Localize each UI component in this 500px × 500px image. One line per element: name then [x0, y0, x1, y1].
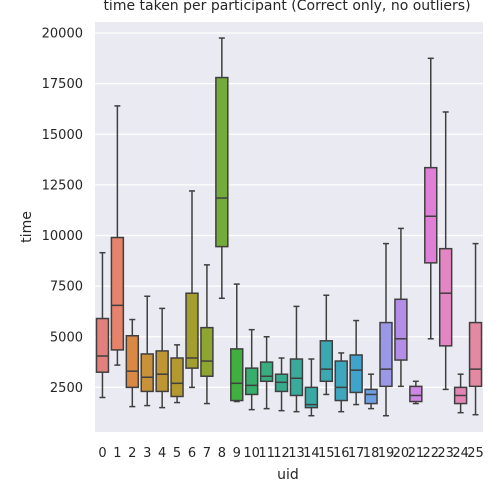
iqr-box: [394, 298, 408, 361]
iqr-box: [215, 76, 229, 248]
x-tick-label: 16: [333, 446, 350, 461]
box-uid-15: [319, 294, 334, 396]
iqr-box: [125, 334, 140, 389]
iqr-box: [379, 321, 393, 388]
box-uid-25: [468, 242, 483, 416]
box-uid-18: [364, 373, 378, 410]
x-tick-label: 5: [173, 446, 181, 461]
x-tick-label: 0: [98, 446, 106, 461]
iqr-box: [140, 353, 154, 393]
iqr-box: [259, 361, 274, 383]
box-uid-10: [244, 328, 259, 411]
x-tick-label: 6: [188, 446, 196, 461]
box-uid-3: [140, 295, 154, 407]
iqr-box: [424, 166, 438, 264]
y-tick-label: 10000: [42, 229, 83, 244]
box-uid-20: [394, 227, 408, 388]
x-tick-label: 9: [233, 446, 241, 461]
x-tick-label: 4: [158, 446, 166, 461]
box-uid-11: [259, 336, 274, 410]
x-tick-label: 2: [128, 446, 136, 461]
x-tick-label: 1: [113, 446, 121, 461]
box-uid-7: [200, 264, 214, 405]
iqr-box: [155, 350, 169, 393]
box-uid-24: [453, 373, 468, 414]
box-uid-5: [170, 344, 184, 404]
box-uid-4: [155, 307, 169, 409]
iqr-box: [170, 357, 184, 398]
box-uid-14: [304, 358, 319, 417]
iqr-box: [438, 247, 453, 347]
x-tick-label: 23: [437, 446, 454, 461]
chart-title: time taken per participant (Correct only…: [103, 0, 470, 14]
iqr-box: [409, 385, 423, 403]
x-tick-label: 19: [378, 446, 395, 461]
box-uid-12: [274, 357, 289, 412]
iqr-box: [230, 348, 244, 402]
x-tick-label: 3: [143, 446, 151, 461]
x-tick-label: 15: [318, 446, 335, 461]
box-uid-17: [349, 319, 363, 406]
x-tick-label: 12: [273, 446, 290, 461]
iqr-box: [304, 386, 319, 409]
y-axis-label: time: [19, 211, 35, 243]
x-tick-label: 18: [363, 446, 380, 461]
box-uid-8: [215, 37, 229, 300]
iqr-box: [468, 321, 483, 388]
x-tick-label: 24: [452, 446, 469, 461]
box-uid-2: [125, 318, 140, 408]
box-uid-21: [409, 380, 423, 405]
y-tick-label: 15000: [42, 128, 83, 143]
y-tick-labels: 2500 5000 7500 10000 12500 15000 17500 20000: [42, 27, 83, 396]
x-tick-labels: 0 1 2 3 4 5 6 7 8 9 101112131415161718192021222324…: [98, 446, 483, 461]
x-tick-label: 11: [258, 446, 275, 461]
box-uid-23: [438, 111, 453, 391]
x-tick-label: 21: [408, 446, 425, 461]
box-series: [95, 37, 483, 417]
iqr-box: [334, 360, 348, 402]
iqr-box: [349, 354, 363, 394]
y-tick-label: 17500: [42, 77, 83, 92]
box-uid-1: [110, 105, 125, 366]
box-uid-13: [289, 305, 304, 413]
iqr-box: [185, 292, 199, 369]
x-tick-label: 14: [303, 446, 320, 461]
x-tick-label: 13: [288, 446, 305, 461]
iqr-box: [319, 340, 334, 383]
iqr-box: [244, 367, 259, 396]
x-tick-label: 25: [467, 446, 484, 461]
x-tick-label: 7: [203, 446, 211, 461]
x-tick-label: 22: [422, 446, 439, 461]
iqr-box: [200, 326, 214, 377]
box-uid-16: [334, 352, 348, 413]
box-uid-9: [230, 283, 244, 403]
x-axis-label: uid: [277, 467, 299, 483]
box-uid-6: [185, 190, 199, 389]
box-uid-22: [424, 57, 438, 340]
y-tick-label: 12500: [42, 178, 83, 193]
y-tick-label: 7500: [50, 280, 83, 295]
iqr-box: [110, 236, 125, 351]
x-tick-label: 10: [243, 446, 260, 461]
y-tick-label: 20000: [42, 27, 83, 42]
y-tick-label: 5000: [50, 330, 83, 345]
box-uid-0: [95, 251, 110, 399]
x-tick-label: 8: [218, 446, 226, 461]
iqr-box: [364, 388, 378, 405]
iqr-box: [289, 358, 304, 397]
box-uid-19: [379, 242, 393, 417]
y-tick-label: 2500: [50, 381, 83, 396]
x-tick-label: 20: [393, 446, 410, 461]
iqr-box: [95, 317, 110, 373]
x-tick-label: 17: [348, 446, 365, 461]
